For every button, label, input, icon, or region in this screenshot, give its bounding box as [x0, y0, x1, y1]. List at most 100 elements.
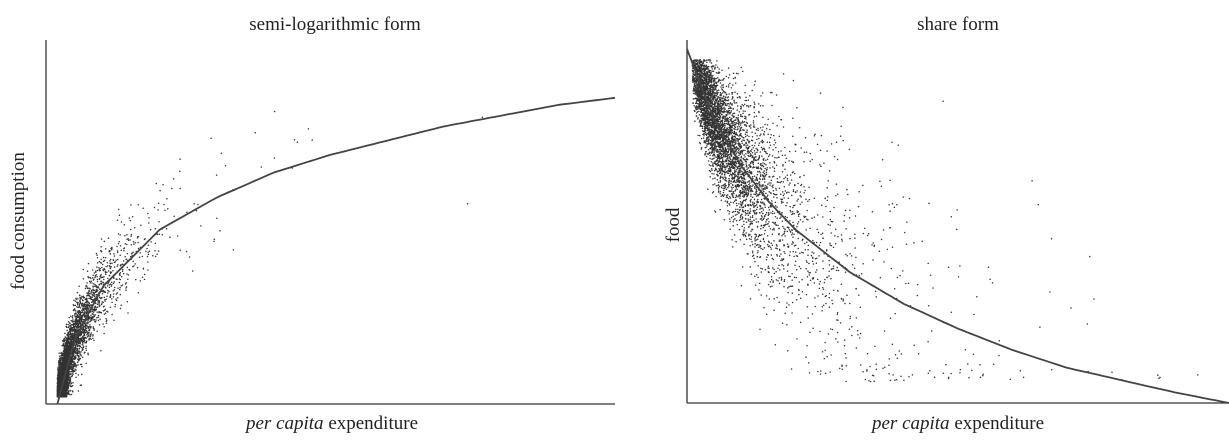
scatter-point — [119, 245, 122, 247]
scatter-point — [81, 356, 84, 359]
scatter-point — [61, 395, 63, 397]
scatter-point — [72, 364, 75, 366]
scatter-point — [293, 138, 296, 141]
scatter-point — [73, 320, 75, 323]
scatter-point — [67, 340, 70, 343]
scatter-point — [296, 141, 299, 143]
scatter-point — [90, 290, 92, 293]
scatter-point — [77, 344, 79, 347]
scatter-point — [87, 353, 89, 356]
scatter-point — [95, 274, 98, 276]
scatter-point — [105, 317, 107, 320]
scatter-point — [65, 347, 68, 350]
scatter-point — [68, 343, 71, 346]
scatter-point — [119, 234, 121, 236]
scatter-point — [90, 325, 92, 328]
scatter-point — [103, 278, 105, 281]
scatter-point — [158, 233, 161, 235]
scatter-point — [98, 324, 101, 326]
scatter-point — [98, 302, 100, 304]
scatter-point — [116, 265, 118, 268]
scatter-point — [112, 282, 115, 285]
scatter-point — [77, 325, 79, 328]
scatter-point — [120, 249, 122, 251]
scatter-point — [118, 273, 121, 275]
scatter-point — [67, 334, 69, 336]
scatter-point — [91, 294, 93, 296]
scatter-point — [78, 305, 81, 307]
scatter-point — [85, 299, 88, 301]
scatter-point — [152, 254, 154, 257]
scatter-point — [109, 306, 112, 308]
scatter-point — [71, 354, 74, 356]
scatter-point — [122, 272, 125, 275]
scatter-point — [63, 361, 66, 363]
scatter-point — [81, 316, 84, 318]
scatter-point — [73, 337, 75, 339]
scatter-point — [75, 344, 77, 346]
scatter-point — [142, 268, 145, 270]
scatter-point — [94, 285, 96, 288]
scatter-point — [106, 271, 108, 273]
scatter-point — [750, 230, 752, 232]
scatter-point — [99, 275, 101, 278]
scatter-point — [99, 297, 101, 299]
scatter-point — [79, 354, 82, 356]
scatter-point — [84, 324, 87, 327]
scatter-point — [72, 373, 74, 375]
scatter-point — [93, 314, 95, 316]
scatter-point — [83, 332, 86, 334]
scatter-point — [70, 325, 72, 328]
scatter-point — [95, 270, 97, 272]
scatter-point — [127, 238, 129, 240]
scatter-point — [122, 260, 125, 262]
scatter-point — [62, 389, 64, 392]
scatter-point — [73, 361, 75, 364]
chart-panel-semilog: semi-logarithmic form food consumption p… — [8, 14, 616, 434]
scatter-point — [100, 246, 102, 248]
scatter-point — [60, 356, 62, 359]
scatter-point — [60, 354, 62, 357]
scatter-point — [188, 256, 191, 258]
scatter-point — [84, 314, 86, 316]
scatter-point — [114, 303, 117, 306]
scatter-point — [73, 332, 76, 335]
scatter-point — [220, 152, 223, 155]
scatter-point — [74, 330, 77, 333]
scatter-point — [96, 269, 99, 272]
scatter-point — [76, 306, 78, 308]
scatter-point — [717, 191, 720, 193]
scatter-point — [715, 88, 717, 91]
scatter-point — [136, 266, 139, 269]
scatter-point — [72, 358, 74, 361]
scatter-point — [129, 219, 131, 222]
scatter-point — [82, 348, 84, 350]
scatter-point — [76, 354, 79, 357]
scatter-point — [117, 264, 119, 266]
scatter-point — [115, 298, 117, 300]
scatter-point — [77, 390, 80, 392]
scatter-point — [95, 309, 97, 311]
scatter-point — [68, 345, 70, 347]
scatter-point — [81, 303, 83, 306]
scatter-point — [90, 334, 92, 336]
scatter-point — [88, 329, 91, 332]
scatter-point — [96, 280, 99, 283]
scatter-point — [133, 265, 135, 267]
scatter-point — [103, 313, 106, 316]
scatter-point — [107, 292, 109, 294]
scatter-point — [71, 327, 74, 329]
scatter-point — [63, 345, 66, 348]
scatter-point — [116, 258, 119, 261]
scatter-point — [80, 333, 83, 336]
scatter-point — [91, 276, 94, 279]
scatter-point — [137, 247, 140, 250]
scatter-point — [97, 286, 99, 288]
scatter-point — [83, 325, 86, 328]
scatter-point — [67, 393, 70, 395]
scatter-point — [115, 299, 118, 302]
scatter-point — [163, 203, 165, 206]
scatter-point — [77, 301, 79, 304]
scatter-point — [76, 358, 79, 360]
scatter-point — [115, 293, 118, 295]
